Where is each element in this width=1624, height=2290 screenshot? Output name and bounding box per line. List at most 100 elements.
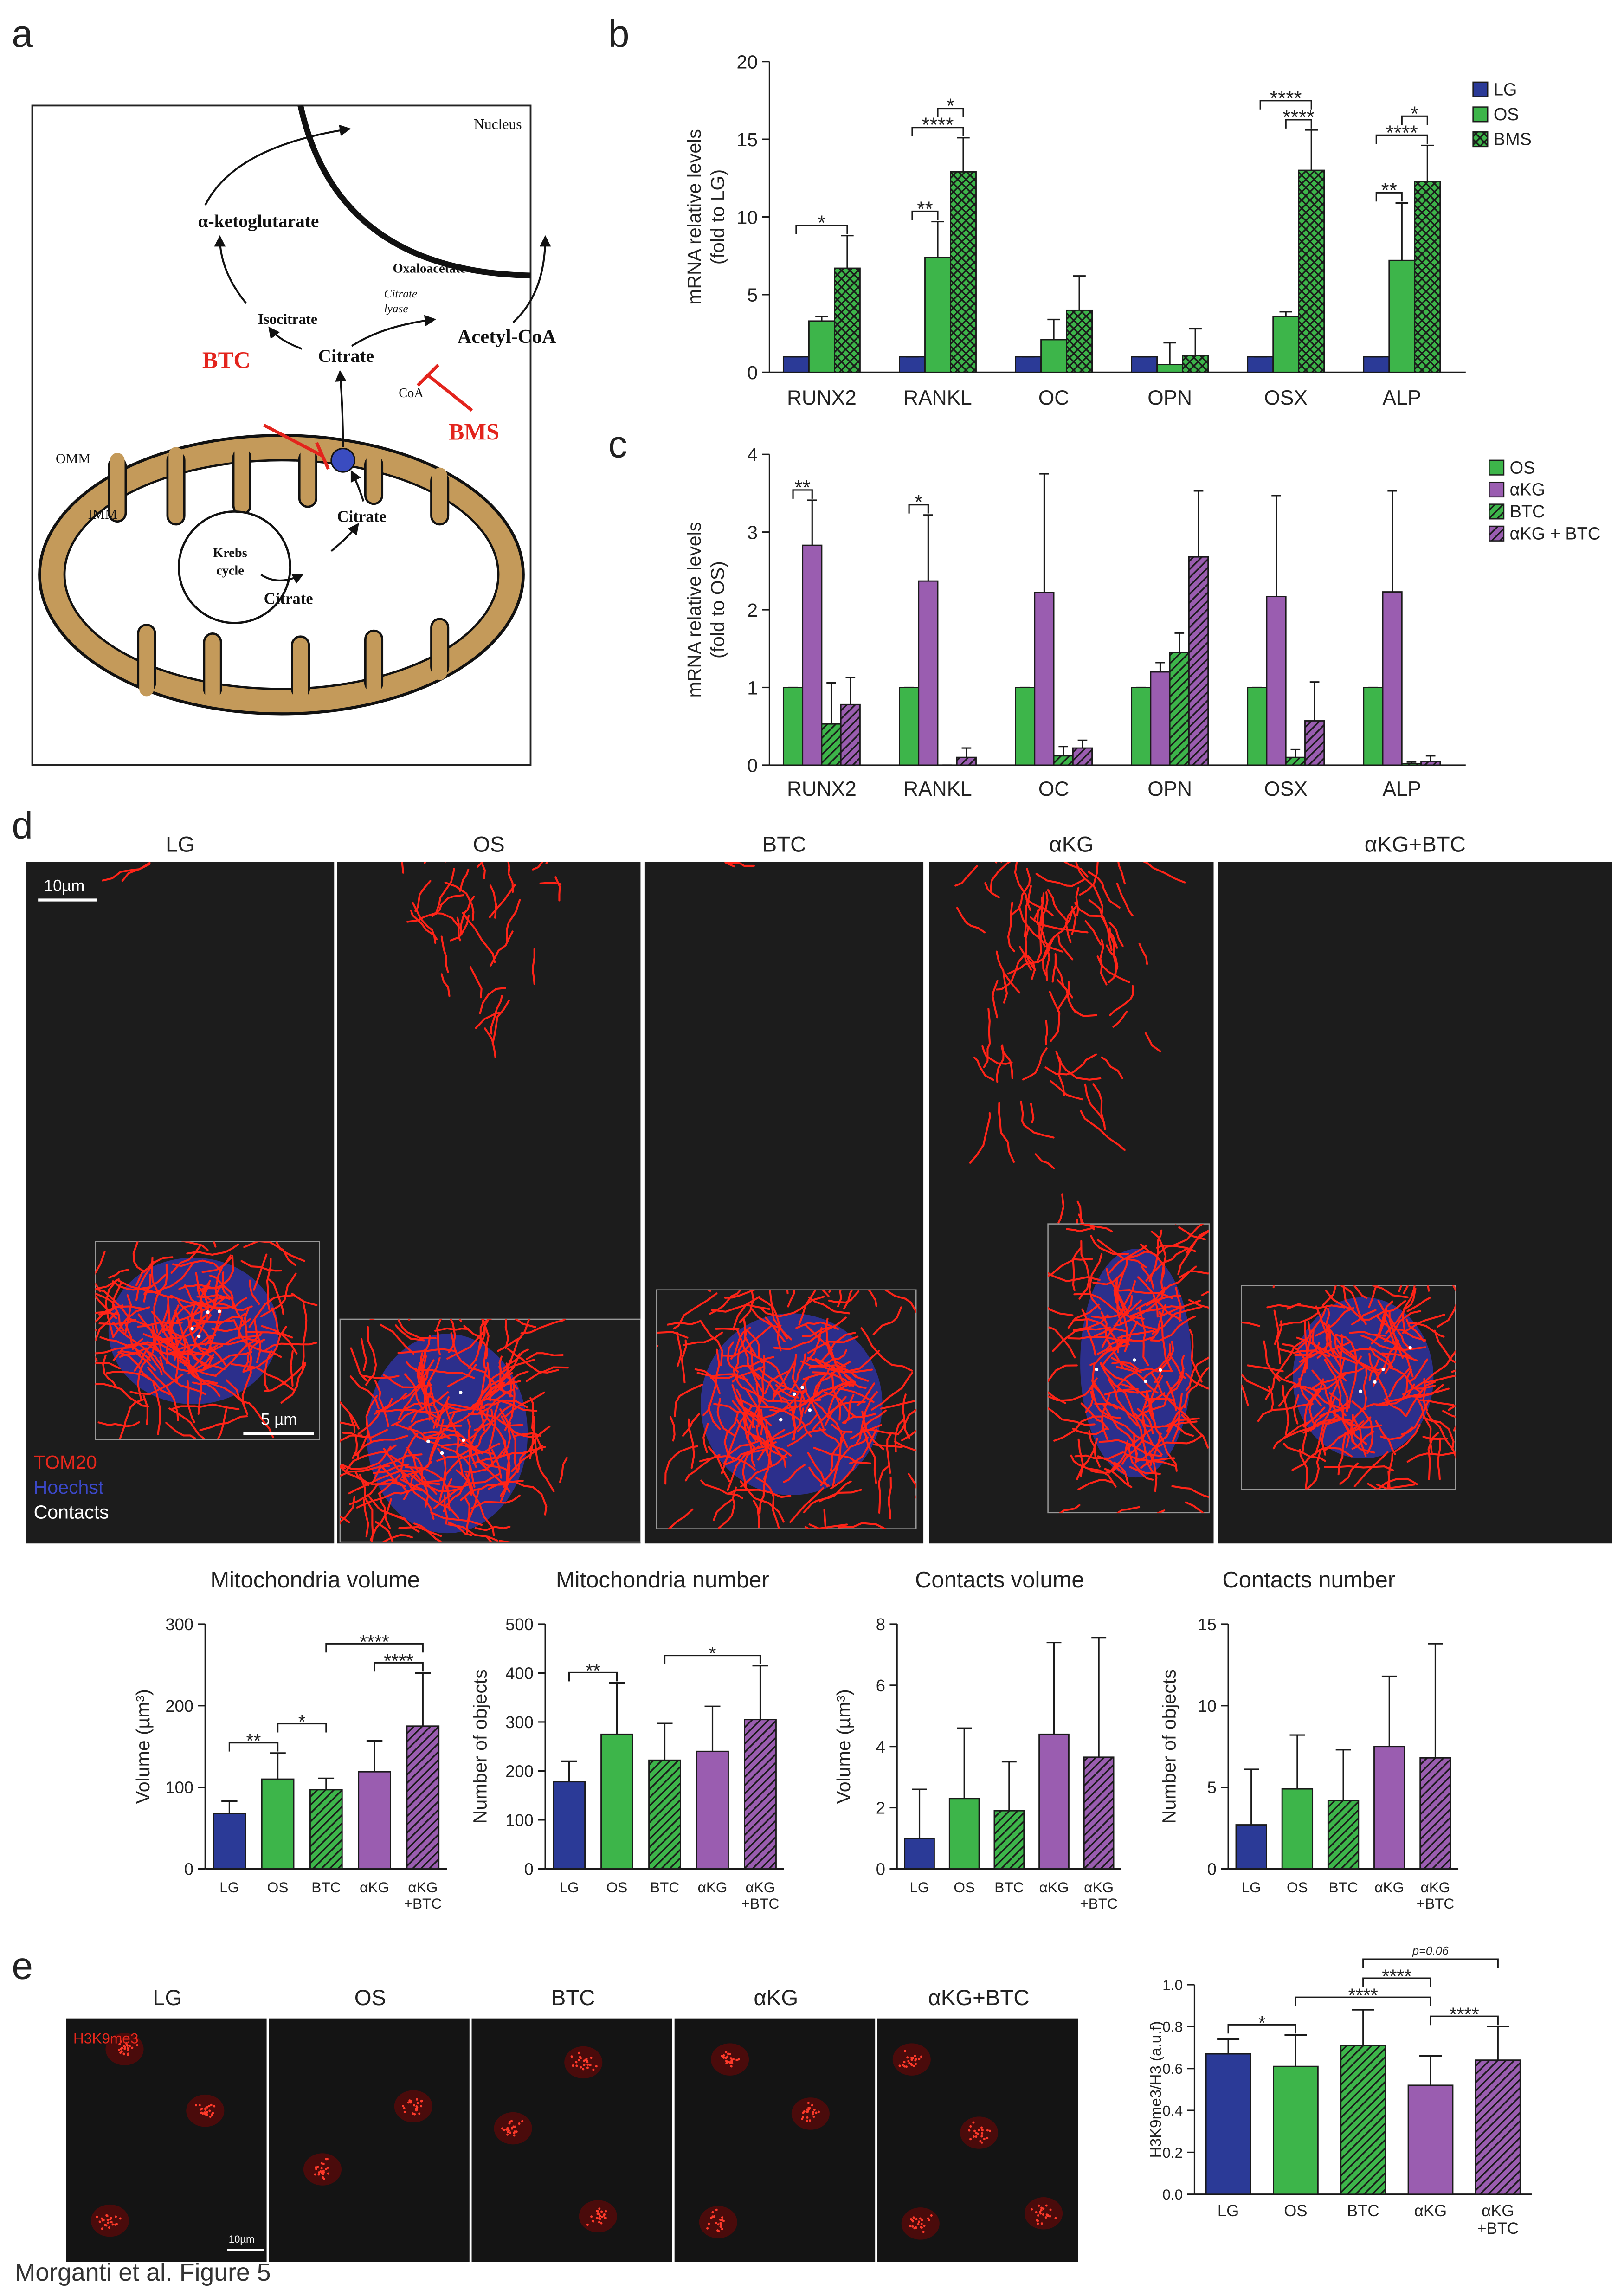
mitochondria-signal xyxy=(1431,687,1463,697)
error-bar xyxy=(1047,318,1060,340)
h3k9me3-focus xyxy=(512,2125,515,2128)
mitochondria-signal xyxy=(673,1292,718,1330)
significance-bracket xyxy=(911,127,964,136)
mitochondria-signal xyxy=(491,1000,510,1045)
mitochondria-signal xyxy=(954,865,978,887)
h3k9me3-focus xyxy=(316,2166,319,2168)
h3k9me3-focus xyxy=(115,2215,117,2218)
x-tick-label: LG xyxy=(1242,1879,1261,1896)
mitochondria-signal xyxy=(187,1316,214,1359)
mitochondria-signal xyxy=(1305,640,1339,653)
bar xyxy=(1247,687,1268,766)
mitochondria-signal xyxy=(238,1317,243,1340)
mitochondria-signal xyxy=(434,762,450,799)
mitochondria-signal xyxy=(750,1307,780,1329)
h3k9me3-focus xyxy=(729,2057,732,2060)
h3k9me3-focus xyxy=(572,2064,574,2067)
mitochondria-signal xyxy=(762,420,769,483)
mitochondria-signal xyxy=(461,791,476,829)
mitochondria-signal xyxy=(751,1355,766,1428)
mitochondria-signal xyxy=(372,1453,423,1483)
mitochondria-signal xyxy=(1146,1390,1154,1420)
mitochondria-signal xyxy=(174,1309,187,1362)
mitochondria-signal xyxy=(1464,671,1480,685)
mitochondria-signal xyxy=(1293,1394,1300,1425)
mitochondria-signal xyxy=(1104,1468,1133,1488)
y-axis-label: Volume (µm³) xyxy=(833,1689,854,1804)
mitochondria-signal xyxy=(992,695,999,750)
bar xyxy=(1273,2065,1319,2195)
mitochondria-signal xyxy=(554,876,561,902)
mitochondria-signal xyxy=(434,1327,470,1332)
mitochondria-signal xyxy=(1065,579,1068,626)
h3k9me3-focus xyxy=(412,2112,414,2115)
mitochondria-signal xyxy=(708,1446,730,1483)
mitochondria-signal xyxy=(1285,1342,1320,1379)
mitochondria-signal xyxy=(1106,1268,1129,1315)
mitochondria-signal xyxy=(663,458,700,490)
mitochondria-signal xyxy=(1278,1311,1319,1327)
mitochondria-signal xyxy=(669,1416,676,1442)
y-axis-label: mRNA relative levels xyxy=(683,522,705,698)
mitochondria-signal xyxy=(1049,991,1061,1042)
mitochondria-signal xyxy=(263,1342,318,1352)
mitochondria-signal xyxy=(846,654,850,675)
mitochondria-signal xyxy=(97,1421,140,1427)
h3k9me3-focus xyxy=(122,2045,125,2048)
mitochondria-signal xyxy=(674,1384,703,1417)
error-bar xyxy=(1046,1641,1062,1735)
h3k9me3-focus xyxy=(114,2223,117,2226)
bar xyxy=(1235,1824,1267,1870)
mitochondria-signal xyxy=(446,1403,486,1411)
mitochondria-signal xyxy=(733,1319,747,1373)
mitochondria-signal xyxy=(488,1479,524,1490)
mitochondria-signal xyxy=(131,1341,172,1351)
h3k9me3-focus xyxy=(322,2178,325,2180)
mitochondria-signal xyxy=(1109,566,1122,620)
h3k9me3-focus xyxy=(578,2059,580,2062)
bar xyxy=(1420,761,1441,766)
h3k9me3-focus xyxy=(505,2128,508,2131)
h3k9me3-focus xyxy=(598,2221,600,2224)
mitochondria-signal xyxy=(95,1383,149,1407)
mitochondria-signal xyxy=(1273,1309,1280,1345)
mitochondria-signal xyxy=(99,1336,151,1361)
mitochondria-signal xyxy=(1084,1083,1106,1130)
mitochondria-signal xyxy=(1157,1224,1204,1255)
mitochondria-signal xyxy=(1463,709,1506,732)
mitochondria-signal xyxy=(1507,636,1562,651)
mitochondria-signal xyxy=(1122,1251,1157,1260)
mitochondria-signal xyxy=(870,1372,914,1411)
mitochondria-signal xyxy=(1360,1335,1427,1351)
mitochondria-signal xyxy=(1184,1366,1210,1409)
x-tick-label: BTC xyxy=(1328,1879,1358,1896)
mitochondria-signal xyxy=(399,1469,435,1520)
bar xyxy=(1363,356,1390,373)
error-bar xyxy=(1193,490,1204,557)
h3k9me3-focus xyxy=(209,2115,212,2118)
mitochondria-signal xyxy=(1317,668,1342,674)
mitochondria-signal xyxy=(1101,1393,1111,1440)
mitochondria-signal xyxy=(217,1407,228,1439)
h3k9me3-focus xyxy=(103,2224,106,2226)
mitochondria-signal xyxy=(1456,586,1484,629)
x-tick-label: αKG xyxy=(1039,1879,1069,1896)
h3k9me3-focus xyxy=(1038,2204,1040,2207)
mitochondria-signal xyxy=(1482,581,1505,605)
mitochondria-signal xyxy=(1495,590,1546,603)
mitochondria-signal xyxy=(1070,1454,1117,1488)
h3k9me3-focus xyxy=(1031,2208,1033,2211)
mitochondria-signal xyxy=(1426,1411,1456,1459)
mitochondria-signal xyxy=(1334,1334,1357,1360)
error-bar xyxy=(318,1777,335,1790)
h3k9me3-focus xyxy=(730,2065,733,2068)
mitochondria-signal xyxy=(1112,1010,1128,1028)
mitochondria-signal xyxy=(802,1372,831,1380)
h3k9me3-focus xyxy=(598,2213,601,2215)
mitochondria-signal xyxy=(1535,694,1584,710)
mitochondria-signal xyxy=(1019,595,1025,639)
h3k9me3-focus xyxy=(720,2225,723,2228)
mitochondria-signal xyxy=(1428,703,1463,712)
significance-bracket xyxy=(1227,2024,1296,2034)
